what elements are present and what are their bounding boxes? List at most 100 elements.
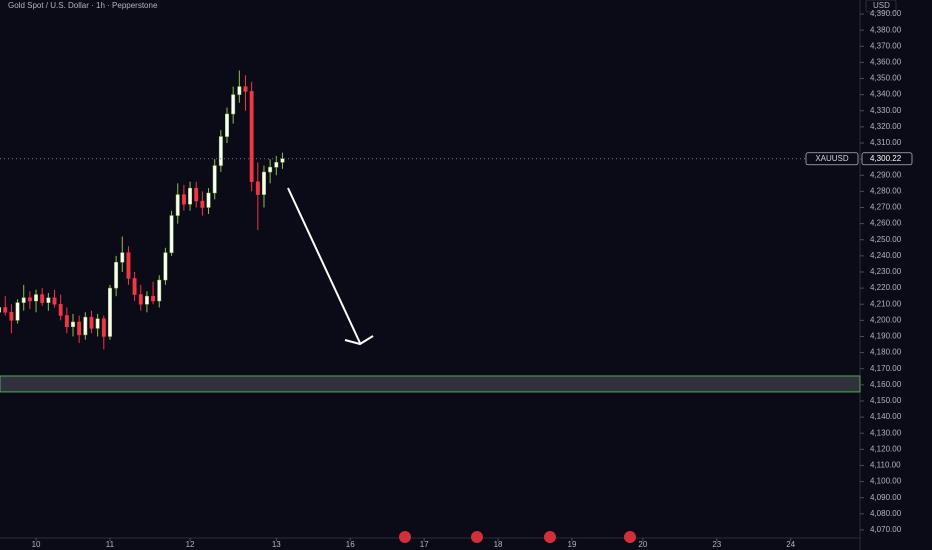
y-tick-label: 4,160.00 (870, 380, 902, 389)
candle-body (108, 287, 112, 337)
y-tick-label: 4,170.00 (870, 364, 902, 373)
candle-body (231, 94, 236, 115)
x-tick-label: 11 (106, 540, 115, 549)
candle-body (0, 307, 2, 313)
candle-body (206, 192, 211, 208)
candle-body (200, 200, 205, 208)
candle-body (15, 302, 20, 321)
candle-body (169, 215, 174, 253)
y-tick-label: 4,390.00 (870, 9, 902, 18)
candle-body (3, 307, 8, 313)
x-tick-label: 24 (786, 540, 795, 549)
candle-body (27, 297, 32, 302)
event-icon[interactable] (471, 531, 483, 543)
currency-box[interactable] (865, 0, 897, 13)
candle-body (218, 136, 223, 166)
candle-body (243, 86, 248, 92)
y-tick-label: 4,310.00 (870, 138, 902, 147)
y-tick-label: 4,230.00 (870, 267, 902, 276)
candle-body (126, 252, 131, 279)
candle-body (120, 252, 125, 263)
y-tick-label: 4,360.00 (870, 58, 902, 67)
y-tick-label: 4,070.00 (870, 525, 902, 534)
event-icon[interactable] (399, 531, 411, 543)
candle-body (64, 315, 69, 328)
candle-body (21, 297, 26, 303)
candle-body (89, 316, 94, 329)
last-price-tag (861, 152, 913, 166)
candle-body (194, 187, 199, 202)
symbol-label: XAUUSD (815, 154, 849, 163)
symbol-tag (805, 152, 859, 166)
y-tick-label: 4,140.00 (870, 412, 902, 421)
candle-body (138, 294, 143, 305)
y-tick-label: 4,380.00 (870, 25, 902, 34)
x-tick-label: 18 (494, 540, 503, 549)
chart-title: Gold Spot / U.S. Dollar · 1h · Peppersto… (8, 1, 158, 10)
candle-body (40, 294, 45, 303)
candle-body (175, 194, 180, 216)
candle-body (52, 297, 57, 305)
x-tick-label: 23 (712, 540, 721, 549)
arrow-shaft (287, 187, 361, 344)
candle-body (280, 158, 285, 163)
y-tick-label: 4,250.00 (870, 235, 902, 244)
event-icon[interactable] (544, 531, 556, 543)
candle-body (95, 318, 100, 329)
x-tick-label: 12 (186, 540, 195, 549)
y-tick-label: 4,340.00 (870, 90, 902, 99)
x-tick-label: 17 (420, 540, 429, 549)
y-tick-label: 4,080.00 (870, 509, 902, 518)
candle-body (157, 279, 162, 302)
y-tick-label: 4,260.00 (870, 219, 902, 228)
y-tick-label: 4,350.00 (870, 74, 902, 83)
candle-body (249, 91, 254, 182)
x-tick-label: 10 (32, 540, 41, 549)
event-icons (399, 531, 636, 543)
candle-body (212, 165, 217, 194)
candle-body (181, 194, 186, 205)
x-tick-label: 19 (568, 540, 577, 549)
candle-body (144, 295, 149, 305)
candle-body (188, 187, 192, 205)
y-tick-label: 4,270.00 (870, 203, 902, 212)
y-tick-label: 4,130.00 (870, 428, 902, 437)
y-tick-label: 4,190.00 (870, 332, 902, 341)
candle-body (255, 181, 260, 195)
event-icon[interactable] (624, 531, 636, 543)
price-zone (0, 375, 861, 393)
candle-body (58, 303, 63, 316)
candle-body (163, 252, 168, 281)
y-tick-label: 4,150.00 (870, 396, 902, 405)
arrow-head (344, 335, 374, 346)
y-tick-label: 4,240.00 (870, 251, 902, 260)
candle-body (132, 278, 137, 295)
x-tick-label: 16 (346, 540, 355, 549)
candle-body (9, 312, 14, 321)
y-tick-label: 4,280.00 (870, 186, 902, 195)
y-tick-label: 4,120.00 (870, 444, 902, 453)
y-tick-label: 4,330.00 (870, 106, 902, 115)
y-tick-label: 4,210.00 (870, 299, 902, 308)
y-tick-label: 4,090.00 (870, 493, 902, 502)
candle-body (262, 171, 266, 195)
x-tick-label: 13 (272, 540, 281, 549)
candle-body (237, 86, 242, 95)
candle-body (83, 316, 88, 336)
y-tick-label: 4,200.00 (870, 315, 902, 324)
y-tick-label: 4,180.00 (870, 348, 902, 357)
candle-body (151, 295, 156, 302)
y-tick-label: 4,370.00 (870, 41, 902, 50)
y-tick-label: 4,220.00 (870, 283, 902, 292)
y-tick-label: 4,100.00 (870, 477, 902, 486)
candle-body (114, 262, 119, 289)
marks (0, 70, 861, 393)
y-tick-label: 4,290.00 (870, 170, 902, 179)
currency-label: USD (873, 1, 890, 10)
y-tick-label: 4,320.00 (870, 122, 902, 131)
candle-body (77, 321, 82, 336)
candle-body (101, 318, 106, 337)
candle-body (46, 297, 51, 303)
